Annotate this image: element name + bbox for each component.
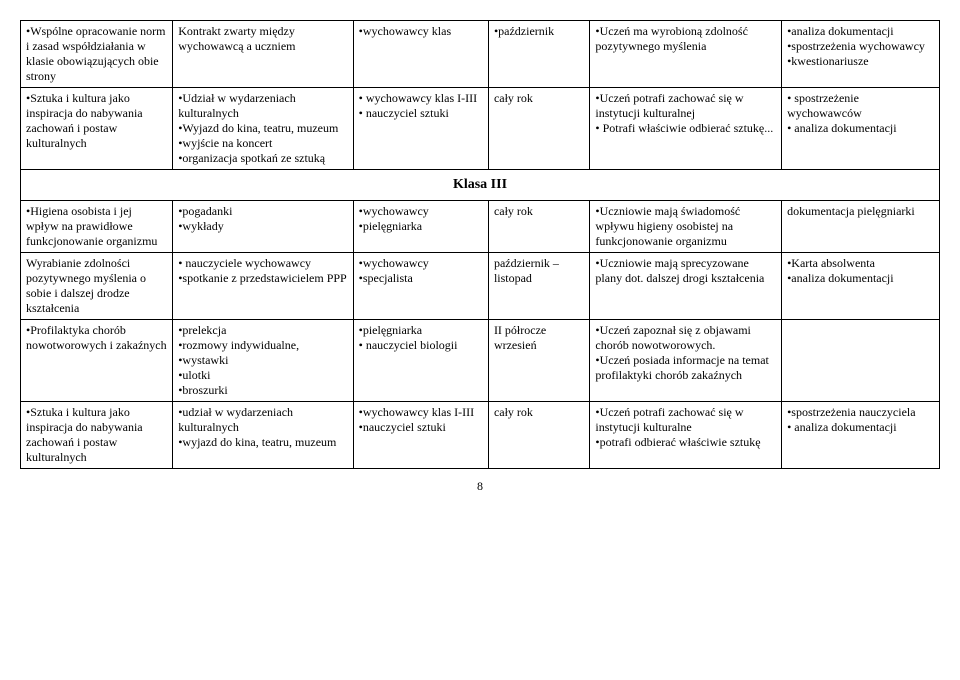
cell: Kontrakt zwarty między wychowawcą a uczn…: [173, 21, 353, 88]
cell: • wychowawcy klas I-III• nauczyciel sztu…: [353, 88, 488, 170]
document-table: •Wspólne opracowanie norm i zasad współd…: [20, 20, 940, 469]
cell: •prelekcja•rozmowy indywidualne,•wystawk…: [173, 319, 353, 401]
cell: •październik: [488, 21, 589, 88]
table-row: •Wspólne opracowanie norm i zasad współd…: [21, 21, 940, 88]
cell: •udział w wydarzeniach kulturalnych•wyja…: [173, 401, 353, 468]
cell: •Udział w wydarzeniach kulturalnych•Wyja…: [173, 88, 353, 170]
cell: •pogadanki•wykłady: [173, 200, 353, 252]
cell: •wychowawcy klas: [353, 21, 488, 88]
cell: •Sztuka i kultura jako inspiracja do nab…: [21, 88, 173, 170]
section-header: Klasa III: [21, 170, 940, 201]
cell: cały rok: [488, 88, 589, 170]
cell: październik – listopad: [488, 252, 589, 319]
cell: [782, 319, 940, 401]
cell: •Karta absolwenta•analiza dokumentacji: [782, 252, 940, 319]
cell: •Sztuka i kultura jako inspiracja do nab…: [21, 401, 173, 468]
section-header-row: Klasa III: [21, 170, 940, 201]
page-number: 8: [20, 479, 940, 494]
cell: •Higiena osobista i jej wpływ na prawidł…: [21, 200, 173, 252]
cell: •Profilaktyka chorób nowotworowych i zak…: [21, 319, 173, 401]
cell: •wychowawcy•pielęgniarka: [353, 200, 488, 252]
cell: II półrocze wrzesień: [488, 319, 589, 401]
cell: •Uczeń potrafi zachować się w instytucji…: [590, 88, 782, 170]
cell: •Uczeń ma wyrobioną zdolność pozytywnego…: [590, 21, 782, 88]
cell: •analiza dokumentacji•spostrzeżenia wych…: [782, 21, 940, 88]
cell: •wychowawcy klas I-III•nauczyciel sztuki: [353, 401, 488, 468]
cell: •Uczniowie mają świadomość wpływu higien…: [590, 200, 782, 252]
cell: •Uczeń potrafi zachować się w instytucji…: [590, 401, 782, 468]
table-row: •Profilaktyka chorób nowotworowych i zak…: [21, 319, 940, 401]
cell: dokumentacja pielęgniarki: [782, 200, 940, 252]
cell: cały rok: [488, 401, 589, 468]
cell: Wyrabianie zdolności pozytywnego myśleni…: [21, 252, 173, 319]
cell: •wychowawcy•specjalista: [353, 252, 488, 319]
cell: •Uczeń zapoznał się z objawami chorób no…: [590, 319, 782, 401]
table-row: •Sztuka i kultura jako inspiracja do nab…: [21, 401, 940, 468]
cell: •Uczniowie mają sprecyzowane plany dot. …: [590, 252, 782, 319]
cell: • nauczyciele wychowawcy•spotkanie z prz…: [173, 252, 353, 319]
cell: •Wspólne opracowanie norm i zasad współd…: [21, 21, 173, 88]
table-row: Wyrabianie zdolności pozytywnego myśleni…: [21, 252, 940, 319]
cell: •spostrzeżenia nauczyciela• analiza doku…: [782, 401, 940, 468]
cell: cały rok: [488, 200, 589, 252]
cell: • spostrzeżenie wychowawców• analiza dok…: [782, 88, 940, 170]
table-row: •Sztuka i kultura jako inspiracja do nab…: [21, 88, 940, 170]
table-row: •Higiena osobista i jej wpływ na prawidł…: [21, 200, 940, 252]
cell: •pielęgniarka• nauczyciel biologii: [353, 319, 488, 401]
